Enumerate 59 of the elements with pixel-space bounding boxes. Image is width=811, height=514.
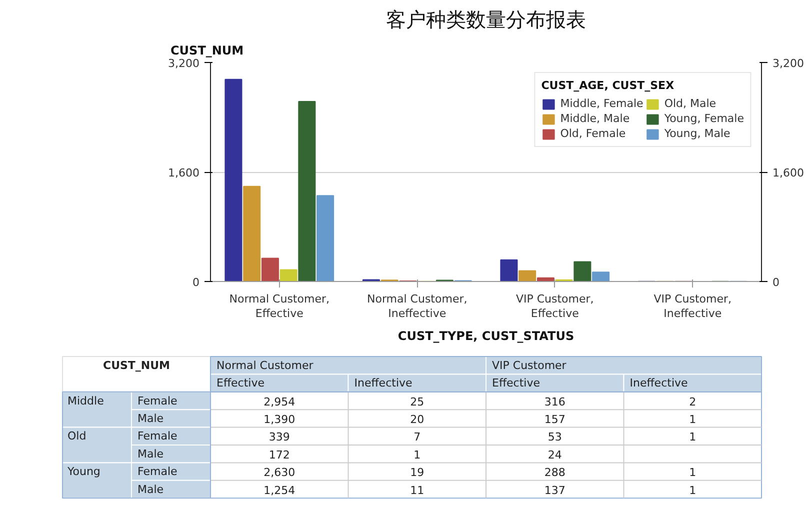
text: Middle (68, 394, 104, 408)
x-tick-label: Normal Customer, Ineffective (367, 292, 468, 320)
data-label: 316 (544, 395, 566, 408)
x-tick-label: VIP Customer, Effective (516, 292, 594, 320)
legend-label: Young, Male (664, 127, 730, 140)
y-tick-label: 1,600 (168, 166, 200, 180)
data-label: 19 (410, 466, 424, 480)
text: Ineffective (630, 376, 688, 390)
data-label: 137 (544, 484, 566, 497)
legend-label: Old, Female (560, 127, 626, 140)
chart-title: 客户种类数量分布报表 (386, 8, 586, 32)
data-label: 11 (410, 484, 424, 497)
data-label: 172 (268, 448, 290, 462)
text: Male (138, 482, 164, 496)
data-label: 157 (544, 412, 566, 426)
x-axis-title: CUST_TYPE, CUST_STATUS (398, 328, 574, 343)
text: VIP Customer (492, 358, 567, 372)
text: Male (138, 447, 164, 460)
text: Young (66, 465, 100, 478)
y2-tick-label: 0 (772, 276, 780, 289)
legend-label: Young, Female (664, 112, 744, 125)
data-label: 7 (414, 430, 421, 444)
x-tick-label: VIP Customer, Ineffective (654, 292, 732, 320)
y2-tick-label: 3,200 (772, 57, 804, 70)
data-label: 1 (689, 412, 696, 426)
text: Effective (216, 376, 265, 390)
y-axis-title: CUST_NUM (170, 44, 244, 58)
data-label: 1 (414, 448, 421, 462)
legend-title: CUST_AGE, CUST_SEX (541, 79, 676, 92)
legend-label: Old, Male (664, 97, 716, 110)
data-label: 288 (544, 466, 566, 480)
data-label: 1 (689, 466, 696, 480)
text: Female (138, 394, 178, 408)
data-label: 1 (689, 430, 696, 444)
text: Male (138, 412, 164, 425)
y-tick-label: 3,200 (168, 57, 200, 70)
text: Effective (492, 376, 540, 390)
text: Female (138, 430, 178, 443)
x-tick-label: Normal Customer, Effective (229, 292, 330, 320)
text: Old (68, 430, 86, 443)
text: Ineffective (354, 376, 413, 390)
text: Normal Customer (216, 358, 314, 372)
data-label: 2 (689, 395, 696, 408)
legend-label: Middle, Female (560, 97, 644, 110)
data-label: 24 (548, 448, 562, 462)
data-label: 53 (548, 430, 562, 444)
data-label: 1,390 (264, 412, 296, 426)
y2-tick-label: 1,600 (772, 166, 804, 180)
data-label: 2,630 (264, 466, 296, 480)
text: Female (138, 465, 178, 478)
data-label: 25 (410, 395, 424, 408)
data-label: 2,954 (264, 395, 296, 408)
legend-label: Middle, Male (560, 112, 630, 125)
data-label: 339 (268, 430, 290, 444)
data-label: 20 (410, 412, 424, 426)
data-label: 1,254 (264, 484, 296, 497)
y-tick-label: 0 (192, 276, 200, 289)
text: CUST_NUM (102, 358, 170, 372)
data-label: 1 (689, 484, 696, 497)
